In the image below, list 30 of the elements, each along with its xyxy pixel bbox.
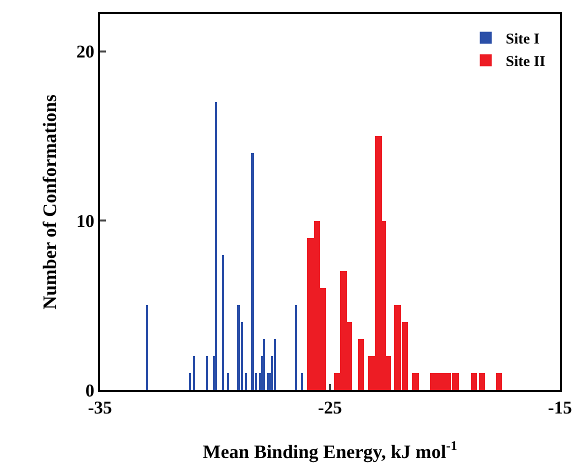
bar (206, 356, 208, 390)
x-axis-title: Mean Binding Energy, kJ mol$^{-1}$ (202, 438, 458, 463)
bar (471, 373, 477, 390)
bar (146, 305, 148, 390)
legend-label: Site I (506, 32, 540, 48)
y-tick-label: 0 (85, 380, 94, 400)
bar (227, 373, 229, 390)
bar (412, 373, 419, 390)
bar (215, 102, 217, 390)
bar (274, 339, 276, 390)
y-axis-title: Number of Conformations (40, 94, 61, 310)
bar (193, 356, 195, 390)
bar (295, 305, 297, 390)
legend-label: Site II (506, 54, 546, 70)
bar (251, 153, 254, 390)
bar (189, 373, 191, 390)
y-tick-label: 10 (76, 210, 94, 231)
bar (222, 255, 224, 390)
bar (301, 373, 303, 390)
bar (358, 339, 364, 390)
bar (267, 373, 269, 390)
bar (479, 373, 485, 390)
bar (237, 305, 240, 390)
bar (263, 339, 265, 390)
bar (496, 373, 502, 390)
bar (245, 373, 247, 390)
x-tick-label: -35 (88, 398, 112, 418)
y-tick-label: 20 (76, 42, 94, 62)
x-tick-label: -25 (318, 398, 342, 418)
x-tick-label: -15 (548, 398, 572, 418)
